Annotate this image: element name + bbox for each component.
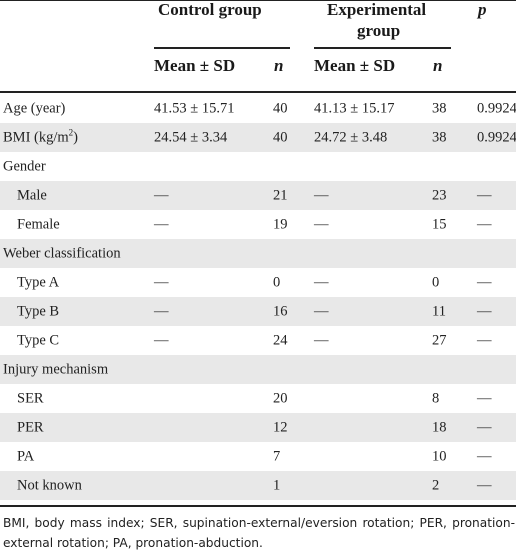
experimental-n-cell: 8 xyxy=(432,390,440,406)
p-value-header: p xyxy=(478,0,487,19)
p-value-cell: — xyxy=(477,390,492,406)
experimental-mean-sd-header: Mean ± SD xyxy=(314,56,396,75)
table-row: Not known 1 2 — xyxy=(0,471,516,500)
experimental-mean-cell: — xyxy=(314,274,329,290)
table-row: PA 7 10 — xyxy=(0,442,516,471)
control-n-cell: 7 xyxy=(273,448,281,464)
experimental-n-header: n xyxy=(433,56,443,75)
experimental-group-header-line2: group xyxy=(357,21,401,40)
control-group-underline xyxy=(154,47,290,49)
row-label: BMI (kg/m2) xyxy=(3,127,78,145)
p-value-cell: — xyxy=(477,332,492,348)
row-label: Not known xyxy=(17,477,82,493)
experimental-mean-cell: — xyxy=(314,187,329,203)
row-label: Type B xyxy=(17,303,60,319)
section-row-injury: Injury mechanism xyxy=(0,355,516,384)
experimental-n-cell: 27 xyxy=(432,332,447,348)
experimental-mean-cell: — xyxy=(314,303,329,319)
section-label: Gender xyxy=(3,158,46,174)
control-group-header: Control group xyxy=(158,0,262,19)
control-mean-cell: — xyxy=(154,274,169,290)
control-mean-cell: — xyxy=(154,187,169,203)
row-label: PA xyxy=(17,448,35,464)
table-row: Male — 21 — 23 — xyxy=(0,181,516,210)
experimental-n-cell: 18 xyxy=(432,419,447,435)
section-label: Weber classification xyxy=(3,245,121,261)
control-mean-cell: — xyxy=(154,303,169,319)
experimental-mean-cell: — xyxy=(314,332,329,348)
table-row: PER 12 18 — xyxy=(0,413,516,442)
p-value-cell: 0.9924 xyxy=(477,129,516,145)
table-row: SER 20 8 — xyxy=(0,384,516,413)
control-n-header: n xyxy=(274,56,284,75)
section-row-gender: Gender xyxy=(0,152,516,181)
control-n-cell: 0 xyxy=(273,274,281,290)
control-mean-sd-header: Mean ± SD xyxy=(154,56,236,75)
experimental-group-header-line1: Experimental xyxy=(327,0,427,19)
control-mean-cell: — xyxy=(154,216,169,232)
control-n-cell: 20 xyxy=(273,390,288,406)
table-row: Age (year) 41.53 ± 15.71 40 41.13 ± 15.1… xyxy=(0,94,516,123)
control-mean-cell: 41.53 ± 15.71 xyxy=(154,100,235,116)
table-footnote: BMI, body mass index; SER, supination-ex… xyxy=(3,516,515,550)
experimental-group-underline xyxy=(314,47,451,49)
control-mean-cell: 24.54 ± 3.34 xyxy=(154,129,228,145)
control-n-cell: 12 xyxy=(273,419,288,435)
experimental-n-cell: 11 xyxy=(432,303,446,319)
p-value-cell: — xyxy=(477,448,492,464)
experimental-mean-cell: 41.13 ± 15.17 xyxy=(314,100,395,116)
p-value-cell: — xyxy=(477,419,492,435)
experimental-n-cell: 23 xyxy=(432,187,447,203)
experimental-n-cell: 15 xyxy=(432,216,447,232)
experimental-n-cell: 38 xyxy=(432,100,447,116)
section-label: Injury mechanism xyxy=(3,361,109,377)
table-bottom-rule xyxy=(0,505,516,507)
table-row: Type A — 0 — 0 — xyxy=(0,268,516,297)
experimental-n-cell: 0 xyxy=(432,274,440,290)
top-rule xyxy=(0,0,516,1)
experimental-n-cell: 38 xyxy=(432,129,447,145)
experimental-mean-cell: 24.72 ± 3.48 xyxy=(314,129,388,145)
row-label: PER xyxy=(17,419,44,435)
control-mean-cell: — xyxy=(154,332,169,348)
row-label: Age (year) xyxy=(3,100,66,116)
p-value-cell: — xyxy=(477,274,492,290)
table-row: Female — 19 — 15 — xyxy=(0,210,516,239)
p-value-cell: — xyxy=(477,216,492,232)
p-value-cell: — xyxy=(477,303,492,319)
row-label: Male xyxy=(17,187,47,203)
control-n-cell: 1 xyxy=(273,477,281,493)
section-row-weber: Weber classification xyxy=(0,239,516,268)
table-row: Type B — 16 — 11 — xyxy=(0,297,516,326)
table-row: BMI (kg/m2) 24.54 ± 3.34 40 24.72 ± 3.48… xyxy=(0,123,516,152)
control-n-cell: 19 xyxy=(273,216,288,232)
row-label: Type C xyxy=(17,332,60,348)
control-n-cell: 40 xyxy=(273,100,288,116)
header-bottom-rule xyxy=(0,91,516,93)
p-value-cell: — xyxy=(477,477,492,493)
p-value-cell: — xyxy=(477,187,492,203)
control-n-cell: 24 xyxy=(273,332,288,348)
table-row: Type C — 24 — 27 — xyxy=(0,326,516,355)
control-n-cell: 16 xyxy=(273,303,288,319)
experimental-n-cell: 10 xyxy=(432,448,447,464)
control-n-cell: 40 xyxy=(273,129,288,145)
control-n-cell: 21 xyxy=(273,187,288,203)
row-label: Type A xyxy=(17,274,60,290)
row-label: SER xyxy=(17,390,44,406)
experimental-n-cell: 2 xyxy=(432,477,440,493)
row-label: Female xyxy=(17,216,60,232)
experimental-mean-cell: — xyxy=(314,216,329,232)
p-value-cell: 0.9924 xyxy=(477,100,516,116)
